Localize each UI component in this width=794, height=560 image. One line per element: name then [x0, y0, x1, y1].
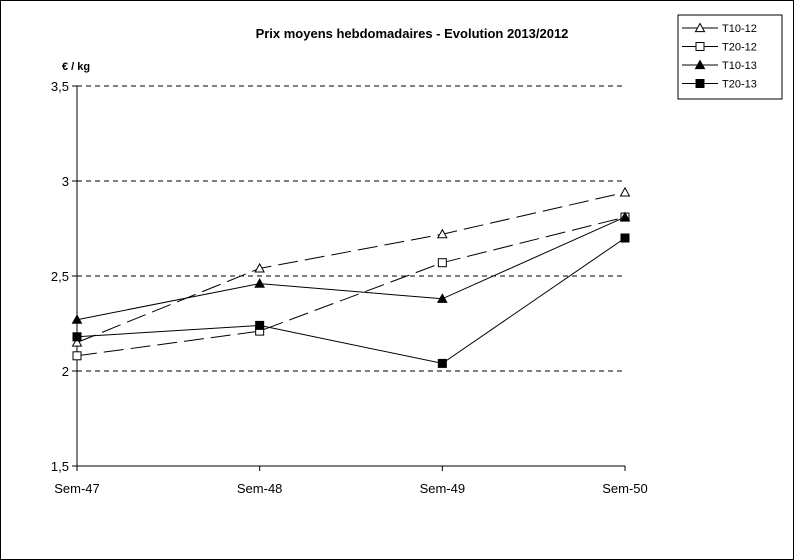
data-point: [619, 186, 631, 197]
data-point: [71, 314, 83, 324]
legend-marker: [695, 42, 705, 51]
legend-label: T20-13: [722, 79, 757, 91]
data-point: [254, 262, 266, 273]
data-point: [254, 278, 266, 288]
data-point: [72, 351, 82, 361]
y-axis-label: € / kg: [62, 61, 90, 73]
legend-item: T10-13: [682, 59, 757, 72]
grid-lines: [77, 85, 625, 372]
chart-title: Prix moyens hebdomadaires - Evolution 20…: [256, 26, 569, 41]
legend-item: T20-12: [682, 42, 757, 54]
series-line: [76, 191, 626, 343]
data-point: [255, 320, 265, 330]
series-layer: [71, 186, 631, 368]
data-point: [436, 228, 448, 239]
series-t10-12: [71, 186, 631, 347]
legend-item: T20-13: [682, 79, 757, 91]
legend-item: T10-12: [682, 22, 757, 35]
y-tick-label: 3: [62, 174, 69, 189]
legend-marker: [694, 59, 706, 70]
legend-marker: [694, 22, 706, 33]
legend: T10-12 T20-12 T10-13 T20-13: [677, 14, 783, 100]
y-tick-label: 3,5: [51, 79, 69, 94]
legend-box: [677, 14, 783, 100]
x-tick-label: Sem-48: [237, 481, 283, 496]
series-t10-13: [71, 211, 631, 324]
x-tick-label: Sem-49: [420, 481, 466, 496]
series-line: [76, 237, 626, 364]
data-point: [620, 233, 630, 243]
data-point: [437, 358, 447, 368]
data-point: [71, 336, 83, 347]
series-line: [76, 216, 626, 321]
x-tick-label: Sem-47: [54, 481, 100, 496]
legend-label: T10-12: [722, 23, 757, 35]
y-tick-label: 1,5: [51, 459, 69, 474]
y-tick-label: 2: [62, 364, 69, 379]
data-point: [72, 332, 82, 342]
legend-marker: [695, 79, 705, 88]
data-point: [436, 293, 448, 303]
series-line: [76, 216, 626, 357]
y-tick-label: 2,5: [51, 269, 69, 284]
legend-label: T20-12: [722, 42, 757, 54]
data-point: [619, 211, 631, 222]
x-tick-label: Sem-50: [602, 481, 648, 496]
axes: 1,5 2 2,5 3 3,5 Sem-47 Sem-48 Sem-49 Sem-50: [51, 79, 648, 496]
series-t20-13: [72, 233, 630, 368]
legend-label: T10-13: [722, 60, 757, 72]
series-t20-12: [72, 212, 630, 361]
data-point: [437, 258, 447, 268]
